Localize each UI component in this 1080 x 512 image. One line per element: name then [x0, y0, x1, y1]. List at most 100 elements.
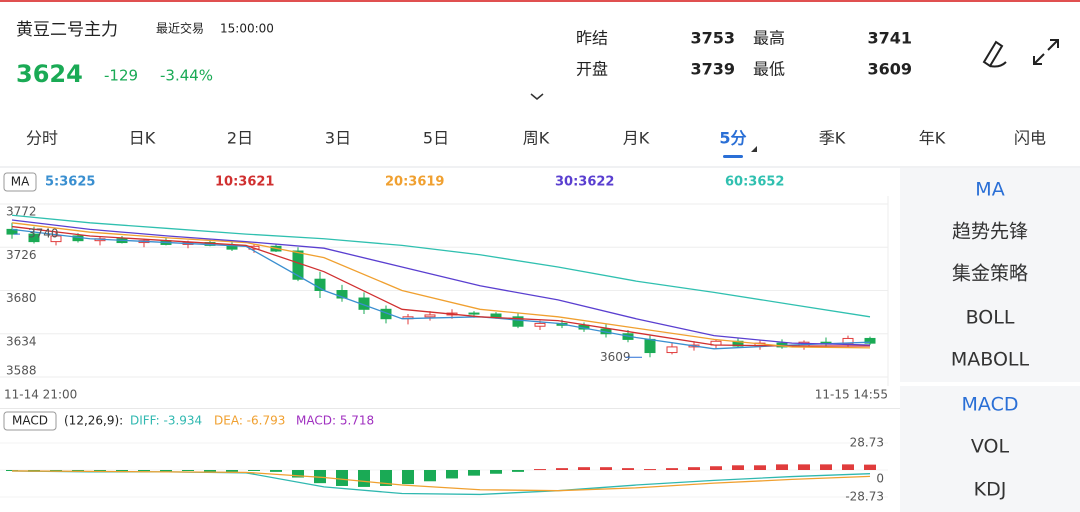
macd-bar	[732, 465, 744, 470]
macd-bar	[578, 467, 590, 470]
legend-entry: MACD: 5.718	[296, 414, 374, 428]
indicator-panel	[900, 168, 1080, 382]
y-tick-label: 3680	[6, 291, 37, 305]
legend-box	[3, 411, 57, 431]
y-tick-label: 3726	[6, 248, 37, 262]
ma-line	[11, 222, 871, 349]
legend-entry: 30:3622	[555, 175, 614, 190]
legend-entry: DEA: -6.793	[214, 414, 285, 428]
instrument-title: 黄豆二号主力	[16, 20, 118, 40]
macd-bar	[314, 470, 326, 484]
legend-entry: DIFF: -3.934	[130, 414, 202, 428]
macd-bar	[204, 470, 216, 472]
macd-bar	[644, 469, 656, 471]
candle-body	[336, 290, 348, 299]
legend-title: MACD	[12, 414, 48, 428]
fullscreen-icon[interactable]	[1033, 39, 1059, 65]
tab[interactable]: 2日	[227, 129, 253, 148]
price-change-pct: -3.44%	[160, 67, 213, 85]
trade-time: 15:00:00	[220, 22, 274, 36]
macd-bar	[182, 470, 194, 471]
candle-body	[644, 338, 656, 354]
macd-bar	[424, 470, 436, 482]
x-label: 11-15 14:55	[815, 388, 888, 402]
indicator-option[interactable]: MA	[975, 179, 1004, 201]
legend-entry: 10:3621	[215, 175, 274, 190]
legend-entry: 60:3652	[725, 175, 784, 190]
tab-underline	[723, 155, 743, 158]
tab[interactable]: 闪电	[1014, 129, 1046, 148]
indicator-option[interactable]: 趋势先锋	[952, 221, 1028, 243]
price-annotation: 3740	[28, 227, 59, 241]
ma-line	[11, 225, 870, 347]
tab[interactable]: 5日	[423, 129, 449, 148]
candle-body	[468, 312, 480, 315]
indicator-option[interactable]: MABOLL	[951, 349, 1030, 371]
candle-body	[534, 322, 546, 327]
tab[interactable]: 5分	[719, 129, 746, 148]
legend-title: MA	[11, 175, 30, 189]
indicator-option[interactable]: KDJ	[974, 479, 1007, 501]
macd-bar	[820, 464, 832, 470]
tab[interactable]: 年K	[919, 129, 946, 148]
macd-bar	[248, 470, 260, 471]
legend-params: (12,26,9):	[64, 414, 123, 428]
macd-bar	[160, 470, 172, 472]
macd-bar	[50, 470, 62, 471]
tab[interactable]: 日K	[129, 129, 156, 148]
ma-line	[11, 219, 871, 346]
tab[interactable]: 分时	[26, 129, 58, 148]
draw-icon[interactable]	[982, 40, 1007, 68]
tab[interactable]: 月K	[623, 129, 650, 148]
x-label: 11-14 21:00	[4, 388, 77, 402]
indicator-option[interactable]: BOLL	[966, 307, 1015, 329]
ma-line	[11, 228, 871, 350]
macd-bar	[6, 470, 18, 471]
macd-bar	[226, 470, 238, 472]
price-annotation: 3609	[600, 350, 631, 364]
macd-bar	[94, 470, 106, 471]
legend-entry: 20:3619	[385, 175, 444, 190]
macd-bar	[798, 464, 810, 470]
indicator-option[interactable]: VOL	[971, 436, 1010, 458]
macd-bar	[534, 469, 546, 471]
indicator-option[interactable]: 集金策略	[952, 263, 1028, 285]
price-change: -129	[104, 67, 138, 85]
macd-bar	[666, 468, 678, 470]
candle-body	[28, 233, 40, 243]
y-tick-label: 0	[876, 472, 884, 486]
tab[interactable]: 3日	[325, 129, 351, 148]
stat-value: 3609	[867, 60, 912, 79]
macd-line	[11, 470, 871, 492]
stat-label: 昨结	[576, 29, 608, 48]
macd-bar	[842, 464, 854, 470]
y-tick-label: 3634	[6, 334, 37, 348]
stat-label: 最高	[753, 29, 785, 48]
tab[interactable]: 季K	[819, 129, 846, 148]
divider	[0, 408, 900, 409]
stat-label: 最低	[753, 60, 785, 79]
divider	[0, 166, 1080, 168]
candle-body	[424, 314, 436, 318]
trade-label: 最近交易	[156, 21, 204, 36]
candle-body	[380, 308, 392, 320]
legend-entry: 5:3625	[45, 175, 95, 190]
indicator-panel	[900, 386, 1080, 512]
macd-bar	[600, 467, 612, 470]
expand-chevron[interactable]	[530, 93, 544, 100]
macd-bar	[116, 470, 128, 472]
tab-dropdown	[751, 146, 757, 152]
macd-bar	[358, 470, 370, 487]
y-tick-label: 28.73	[850, 436, 884, 450]
candle-body	[292, 250, 304, 280]
stat-value: 3739	[690, 60, 735, 79]
candle-body	[50, 235, 62, 243]
candle-body	[512, 316, 524, 327]
y-tick-label: -28.73	[845, 490, 884, 504]
macd-bar	[292, 470, 304, 478]
stat-value: 3753	[690, 29, 735, 48]
macd-bar	[512, 470, 524, 472]
indicator-option[interactable]: MACD	[962, 394, 1019, 416]
tab[interactable]: 周K	[523, 129, 550, 148]
